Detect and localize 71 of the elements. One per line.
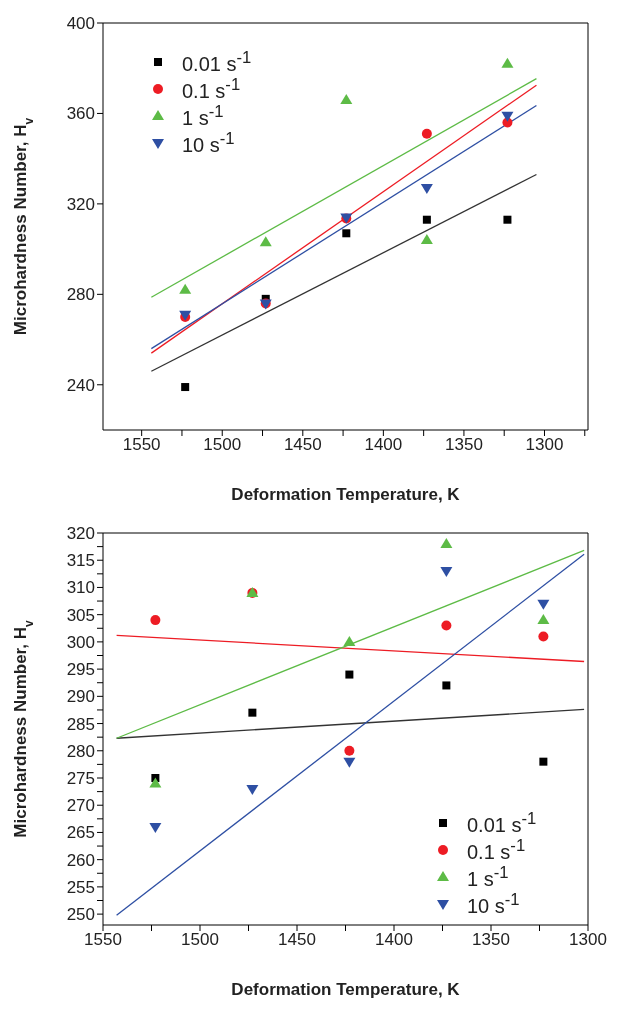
point <box>501 57 514 68</box>
point <box>345 670 354 679</box>
point <box>420 184 433 195</box>
point <box>149 777 162 788</box>
point <box>246 784 259 795</box>
x-tick-label: 1500 <box>203 435 242 455</box>
x-axis-title: Deformation Temperature, K <box>231 980 461 999</box>
y-tick-label: 360 <box>66 104 95 124</box>
legend-label: 0.01 s$^{-1}$ <box>182 47 252 76</box>
y-tick-label: 300 <box>66 632 95 652</box>
point <box>181 383 190 392</box>
point <box>342 229 351 238</box>
point <box>539 757 548 766</box>
x-tick-label: 1500 <box>181 930 219 950</box>
x-tick-label: 1450 <box>278 930 316 950</box>
point <box>343 757 356 768</box>
point <box>179 283 192 294</box>
point <box>150 615 161 626</box>
x-tick-label: 1300 <box>525 435 564 455</box>
legend-label: 0.1 s$^{-1}$ <box>467 835 526 864</box>
x-tick-label: 1400 <box>375 930 413 950</box>
point <box>343 635 356 646</box>
point <box>442 681 451 690</box>
y-tick-label: 315 <box>66 551 95 571</box>
x-tick-label: 1550 <box>84 930 122 950</box>
point <box>248 708 257 717</box>
y-tick-label: 320 <box>66 194 95 214</box>
x-tick-label: 1350 <box>472 930 510 950</box>
point <box>422 215 431 224</box>
y-tick-label: 275 <box>66 769 95 789</box>
y-tick-label: 265 <box>66 823 95 843</box>
legend-label: 1 s$^{-1}$ <box>182 101 224 130</box>
point <box>440 537 453 548</box>
point <box>537 614 550 625</box>
y-tick-label: 270 <box>66 796 95 816</box>
y-tick-label: 400 <box>66 14 95 34</box>
y-tick-label: 310 <box>66 578 95 598</box>
legend-label: 1 s$^{-1}$ <box>467 862 509 891</box>
point <box>440 567 453 578</box>
x-tick-label: 1450 <box>283 435 322 455</box>
point <box>537 599 550 610</box>
y-tick-label: 280 <box>66 285 95 305</box>
x-axis-title: Deformation Temperature, K <box>231 485 461 504</box>
y-tick-label: 250 <box>66 905 95 925</box>
point <box>501 111 514 122</box>
x-tick-label: 1400 <box>364 435 403 455</box>
point <box>538 631 549 642</box>
legend-label: 10 s$^{-1}$ <box>467 889 520 918</box>
point <box>441 620 452 631</box>
legend-label: 0.01 s$^{-1}$ <box>467 808 537 837</box>
point <box>259 236 272 247</box>
point <box>503 215 512 224</box>
point <box>420 234 433 245</box>
point <box>149 823 162 833</box>
point <box>344 745 355 756</box>
point <box>340 93 353 104</box>
y-tick-label: 305 <box>66 605 95 625</box>
y-tick-label: 240 <box>66 375 95 395</box>
y-tick-label: 285 <box>66 714 95 734</box>
x-tick-label: 1550 <box>122 435 161 455</box>
legend-label: 10 s$^{-1}$ <box>182 128 235 157</box>
y-tick-label: 290 <box>66 687 95 707</box>
x-tick-label: 1300 <box>569 930 607 950</box>
y-tick-label: 320 <box>66 524 95 544</box>
y-tick-label: 260 <box>66 850 95 870</box>
point <box>421 128 432 139</box>
y-tick-label: 280 <box>66 741 95 761</box>
y-tick-label: 255 <box>66 877 95 897</box>
y-tick-label: 295 <box>66 660 95 680</box>
x-tick-label: 1350 <box>445 435 483 455</box>
legend-label: 0.1 s$^{-1}$ <box>182 74 241 103</box>
